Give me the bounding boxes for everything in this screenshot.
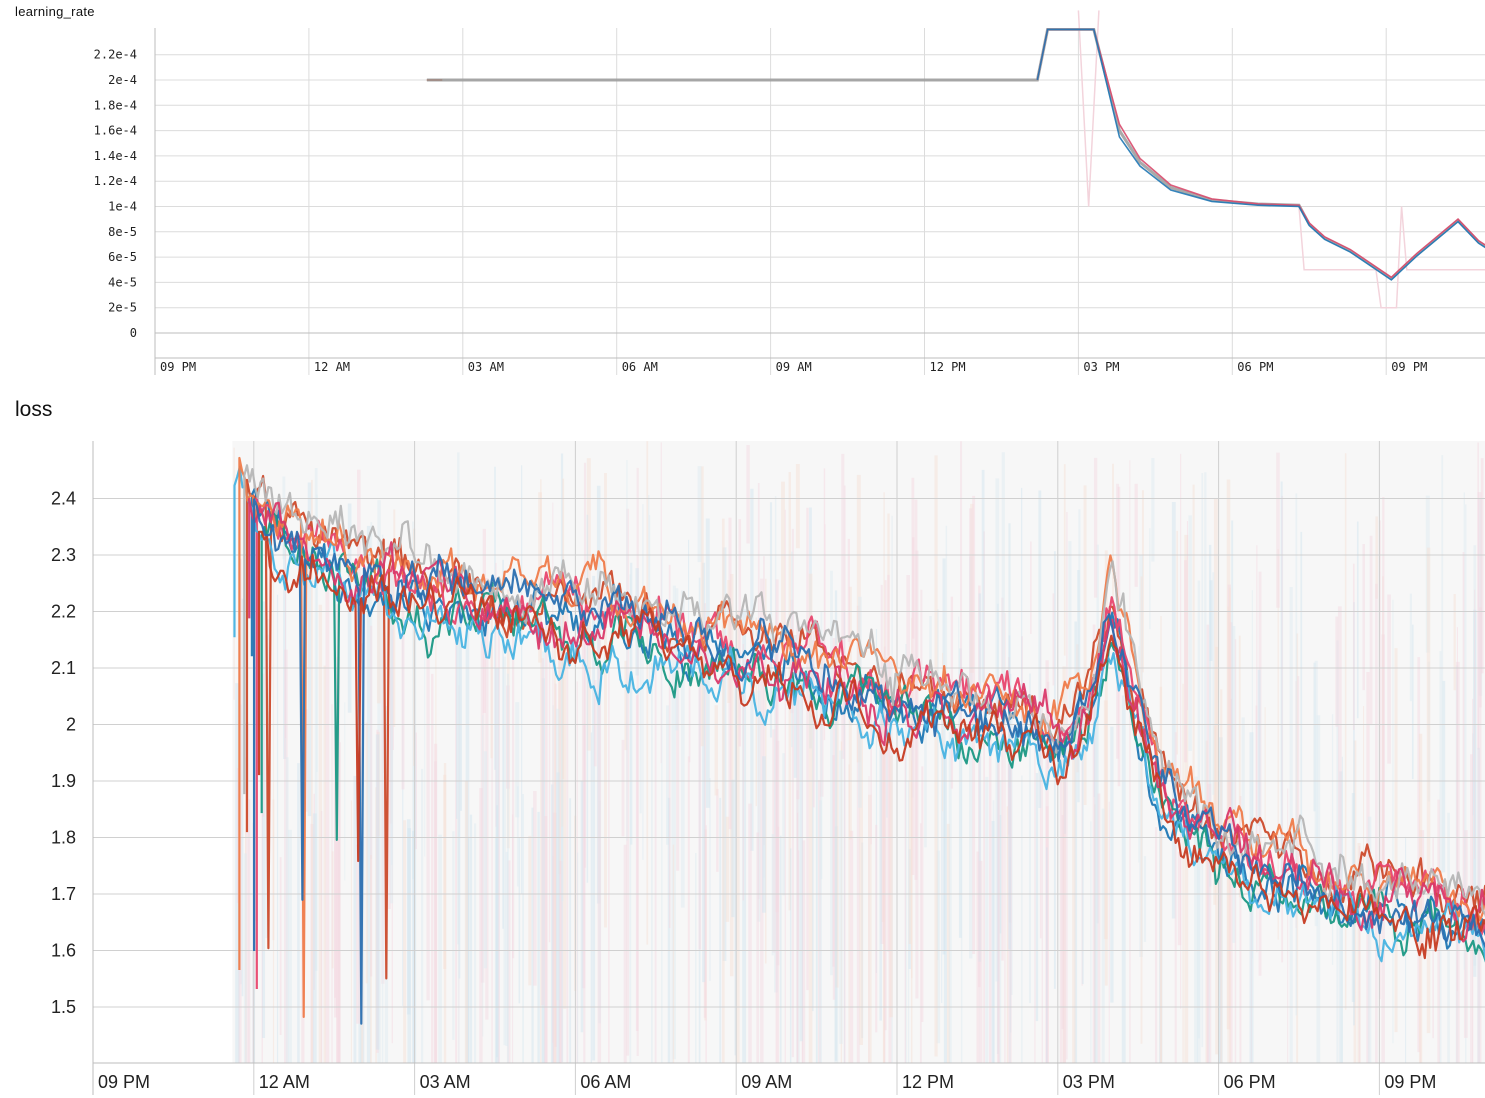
lr-plot-area xyxy=(155,28,1485,358)
lr-y-tick-label: 1.6e-4 xyxy=(94,124,137,138)
loss-series-line xyxy=(257,530,1485,960)
lr-x-tick-label: 03 AM xyxy=(468,360,504,374)
lr-y-tick-label: 1.8e-4 xyxy=(94,98,137,112)
loss-y-tick-label: 2.1 xyxy=(51,658,76,678)
loss-x-tick-label: 09 PM xyxy=(98,1072,150,1092)
loss-y-tick-label: 1.7 xyxy=(51,884,76,904)
loss-x-tick-label: 09 PM xyxy=(1384,1072,1436,1092)
lr-y-tick-label: 1.4e-4 xyxy=(94,149,137,163)
lr-y-tick-label: 0 xyxy=(130,326,137,340)
lr-y-tick-label: 2e-5 xyxy=(108,301,137,315)
loss-x-tick-label: 12 AM xyxy=(259,1072,310,1092)
lr-x-tick-label: 06 AM xyxy=(622,360,658,374)
loss-x-tick-label: 12 PM xyxy=(902,1072,954,1092)
lr-y-tick-label: 6e-5 xyxy=(108,250,137,264)
loss-x-tick-label: 06 AM xyxy=(580,1072,631,1092)
loss-series-group xyxy=(233,456,1485,1025)
loss-chart-title: loss xyxy=(15,398,53,421)
loss-x-tick-label: 06 PM xyxy=(1224,1072,1276,1092)
lr-y-tick-label: 1e-4 xyxy=(108,200,137,214)
loss-raw-noise-group xyxy=(232,441,1485,1063)
loss-y-tick-label: 1.5 xyxy=(51,997,76,1017)
loss-y-tick-label: 2.3 xyxy=(51,545,76,565)
loss-x-tick-label: 09 AM xyxy=(741,1072,792,1092)
loss-y-tick-label: 2 xyxy=(66,715,76,735)
lr-x-tick-label: 09 AM xyxy=(776,360,812,374)
lr-x-tick-label: 12 PM xyxy=(930,360,966,374)
loss-x-tick-label: 03 AM xyxy=(420,1072,471,1092)
loss-band xyxy=(232,441,1485,1063)
loss-y-tick-label: 2.4 xyxy=(51,489,76,509)
loss-series-line xyxy=(243,464,1485,918)
learning-rate-chart-title: learning_rate xyxy=(15,4,95,19)
lr-x-tick-label: 06 PM xyxy=(1237,360,1273,374)
lr-y-tick-label: 2e-4 xyxy=(108,73,137,87)
lr-raw-trace xyxy=(1077,10,1100,207)
lr-series-line xyxy=(1036,28,1485,279)
lr-y-tick-label: 2.2e-4 xyxy=(94,48,137,62)
lr-series-line xyxy=(1036,28,1485,281)
loss-x-tick-label: 03 PM xyxy=(1063,1072,1115,1092)
lr-y-tick-label: 4e-5 xyxy=(108,275,137,289)
loss-y-tick-label: 1.6 xyxy=(51,941,76,961)
lr-x-tick-label: 09 PM xyxy=(1391,360,1427,374)
loss-series-line xyxy=(253,498,1485,1025)
learning-rate-chart: 0 2e-5 4e-5 6e-5 8e-5 1e-4 1.2e-4 1.4e-4 1.6e-4 1… xyxy=(94,10,1485,375)
loss-y-tick-label: 1.8 xyxy=(51,828,76,848)
loss-series-line xyxy=(238,456,1485,1019)
lr-y-tick-label: 1.2e-4 xyxy=(94,174,137,188)
lr-x-tick-label: 09 PM xyxy=(160,360,196,374)
lr-x-tick-label: 12 AM xyxy=(314,360,350,374)
lr-raw-trace xyxy=(1298,206,1485,309)
loss-y-tick-label: 2.2 xyxy=(51,602,76,622)
lr-x-tick-label: 03 PM xyxy=(1083,360,1119,374)
loss-y-tick-label: 1.9 xyxy=(51,771,76,791)
lr-y-tick-label: 8e-5 xyxy=(108,225,137,239)
lr-series-group xyxy=(426,28,1485,281)
